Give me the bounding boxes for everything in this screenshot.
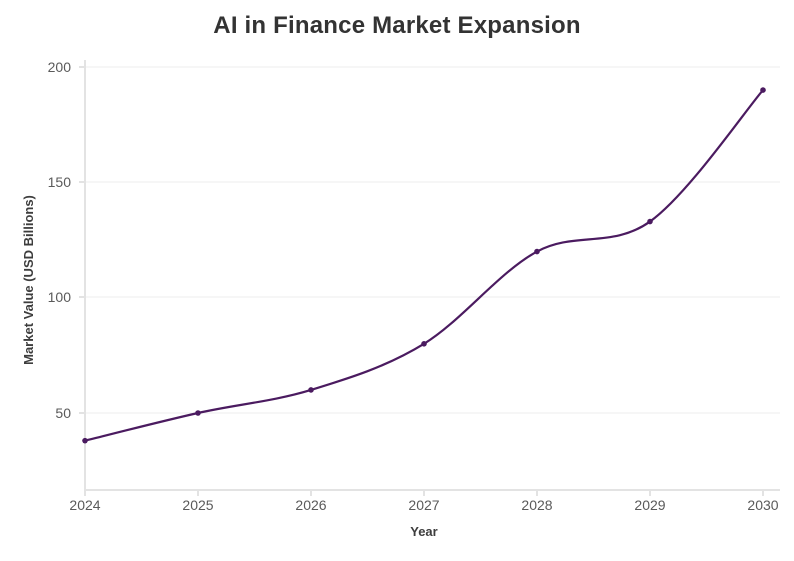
x-tick-label-5: 2029 [634, 497, 665, 513]
y-tick-label-1: 100 [48, 289, 72, 305]
y-axis-tick-labels: 200 150 100 50 [48, 59, 72, 421]
y-tick-label-0: 50 [55, 405, 71, 421]
x-tick-label-1: 2025 [182, 497, 213, 513]
x-tick-label-0: 2024 [69, 497, 100, 513]
data-point-2029 [647, 218, 653, 225]
x-axis-title: Year [410, 524, 437, 539]
y-axis-title: Market Value (USD Billions) [21, 195, 36, 365]
gridlines [85, 66, 780, 414]
y-tick-label-3: 200 [48, 59, 72, 75]
data-point-2027 [421, 341, 427, 347]
data-point-2030 [760, 87, 766, 93]
x-axis-tick-labels: 2024 2025 2026 2027 2028 2029 2030 [69, 497, 778, 513]
x-tick-label-4: 2028 [521, 497, 552, 513]
series-line-market-value [83, 88, 765, 442]
data-point-2028 [534, 248, 540, 255]
series-markers [82, 87, 766, 444]
data-point-2024 [82, 437, 88, 444]
data-point-2026 [308, 387, 314, 393]
chart-title: AI in Finance Market Expansion [213, 12, 581, 39]
x-axis-tickmarks [84, 490, 764, 496]
data-point-2025 [195, 410, 201, 416]
x-tick-label-6: 2030 [747, 497, 778, 513]
y-axis-tickmarks [79, 66, 85, 414]
y-tick-label-2: 150 [48, 174, 72, 190]
x-tick-label-3: 2027 [408, 497, 439, 513]
x-tick-label-2: 2026 [295, 497, 326, 513]
